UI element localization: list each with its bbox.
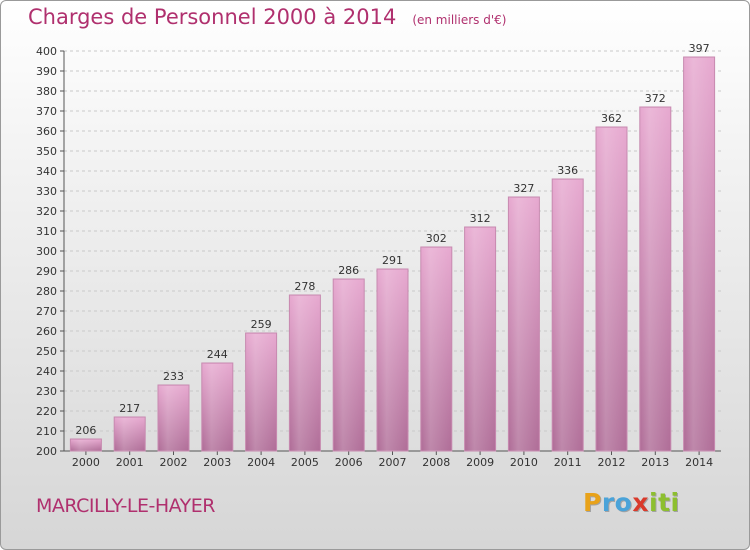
bar-highlight (684, 58, 714, 451)
y-tick-label: 340 (36, 165, 57, 178)
x-tick-label: 2009 (466, 456, 494, 469)
y-tick-label: 310 (36, 225, 57, 238)
bar-highlight (553, 180, 583, 451)
bar-highlight (71, 440, 101, 451)
logo-letter: P (583, 488, 602, 517)
x-tick-label: 2014 (685, 456, 713, 469)
logo-letter: r (601, 488, 615, 517)
bar-highlight (597, 128, 626, 451)
bar-highlight (378, 270, 407, 451)
data-label: 336 (557, 164, 578, 177)
data-label: 244 (207, 348, 228, 361)
y-tick-label: 270 (36, 305, 57, 318)
label-layer: 206 217 233 244 259 278 286 291 302 312 327 336 362 3… (75, 42, 709, 437)
x-tick-label: 2001 (116, 456, 144, 469)
bar-highlight (465, 228, 495, 451)
x-tick-label: 2004 (247, 456, 275, 469)
bar-highlight (290, 296, 320, 451)
data-label: 217 (119, 402, 140, 415)
bar-highlight (115, 418, 145, 451)
logo-letter: x (632, 488, 649, 517)
x-tick-label: 2006 (335, 456, 363, 469)
data-label: 259 (251, 318, 272, 331)
bar-highlight (159, 386, 188, 451)
chart-title: Charges de Personnel 2000 à 2014 (en mill… (28, 5, 506, 29)
data-label: 362 (601, 112, 622, 125)
y-tick-label: 230 (36, 385, 57, 398)
y-tick-label: 200 (36, 445, 57, 458)
bar-highlight (640, 108, 670, 451)
x-tick-label: 2010 (510, 456, 538, 469)
data-label: 206 (75, 424, 96, 437)
commune-name: MARCILLY-LE-HAYER (36, 495, 215, 517)
data-label: 312 (470, 212, 491, 225)
y-tick-label: 210 (36, 425, 57, 438)
logo-letter: o (614, 488, 633, 517)
y-tick-label: 260 (36, 325, 57, 338)
data-label: 278 (294, 280, 315, 293)
x-tick-label: 2007 (379, 456, 407, 469)
x-tick-label: 2012 (598, 456, 626, 469)
axis-layer: 200 210 220 230 240 250 260 270 280 290 300 310 320 3… (36, 45, 721, 469)
data-label: 372 (645, 92, 666, 105)
logo-letter: i (649, 488, 659, 517)
logo-letter: t (658, 488, 671, 517)
bar-highlight (246, 334, 276, 451)
y-tick-label: 380 (36, 85, 57, 98)
y-tick-label: 360 (36, 125, 57, 138)
y-tick-label: 290 (36, 265, 57, 278)
x-tick-label: 2005 (291, 456, 319, 469)
bar-highlight (334, 280, 364, 451)
x-tick-label: 2011 (554, 456, 582, 469)
bar-highlight (421, 248, 451, 451)
y-tick-label: 240 (36, 365, 57, 378)
y-tick-label: 370 (36, 105, 57, 118)
logo-letter: i (670, 488, 680, 517)
x-tick-label: 2003 (203, 456, 231, 469)
x-tick-label: 2000 (72, 456, 100, 469)
y-tick-label: 320 (36, 205, 57, 218)
proxiti-logo: Proxiti (583, 488, 680, 517)
data-label: 286 (338, 264, 359, 277)
y-tick-label: 220 (36, 405, 57, 418)
y-tick-label: 300 (36, 245, 57, 258)
chart-title-unit: (en milliers d'€) (412, 13, 507, 27)
chart-title-main: Charges de Personnel 2000 à 2014 (28, 5, 397, 29)
y-tick-label: 330 (36, 185, 57, 198)
y-tick-label: 390 (36, 65, 57, 78)
y-tick-label: 400 (36, 45, 57, 58)
y-tick-label: 350 (36, 145, 57, 158)
bar-layer (69, 56, 716, 452)
data-label: 302 (426, 232, 447, 245)
bar-highlight (509, 198, 539, 451)
y-tick-label: 280 (36, 285, 57, 298)
y-tick-label: 250 (36, 345, 57, 358)
x-tick-label: 2008 (422, 456, 450, 469)
data-label: 327 (513, 182, 534, 195)
data-label: 397 (689, 42, 710, 55)
x-tick-label: 2002 (160, 456, 188, 469)
bar-highlight (202, 364, 232, 451)
data-label: 233 (163, 370, 184, 383)
data-label: 291 (382, 254, 403, 267)
x-tick-label: 2013 (641, 456, 669, 469)
